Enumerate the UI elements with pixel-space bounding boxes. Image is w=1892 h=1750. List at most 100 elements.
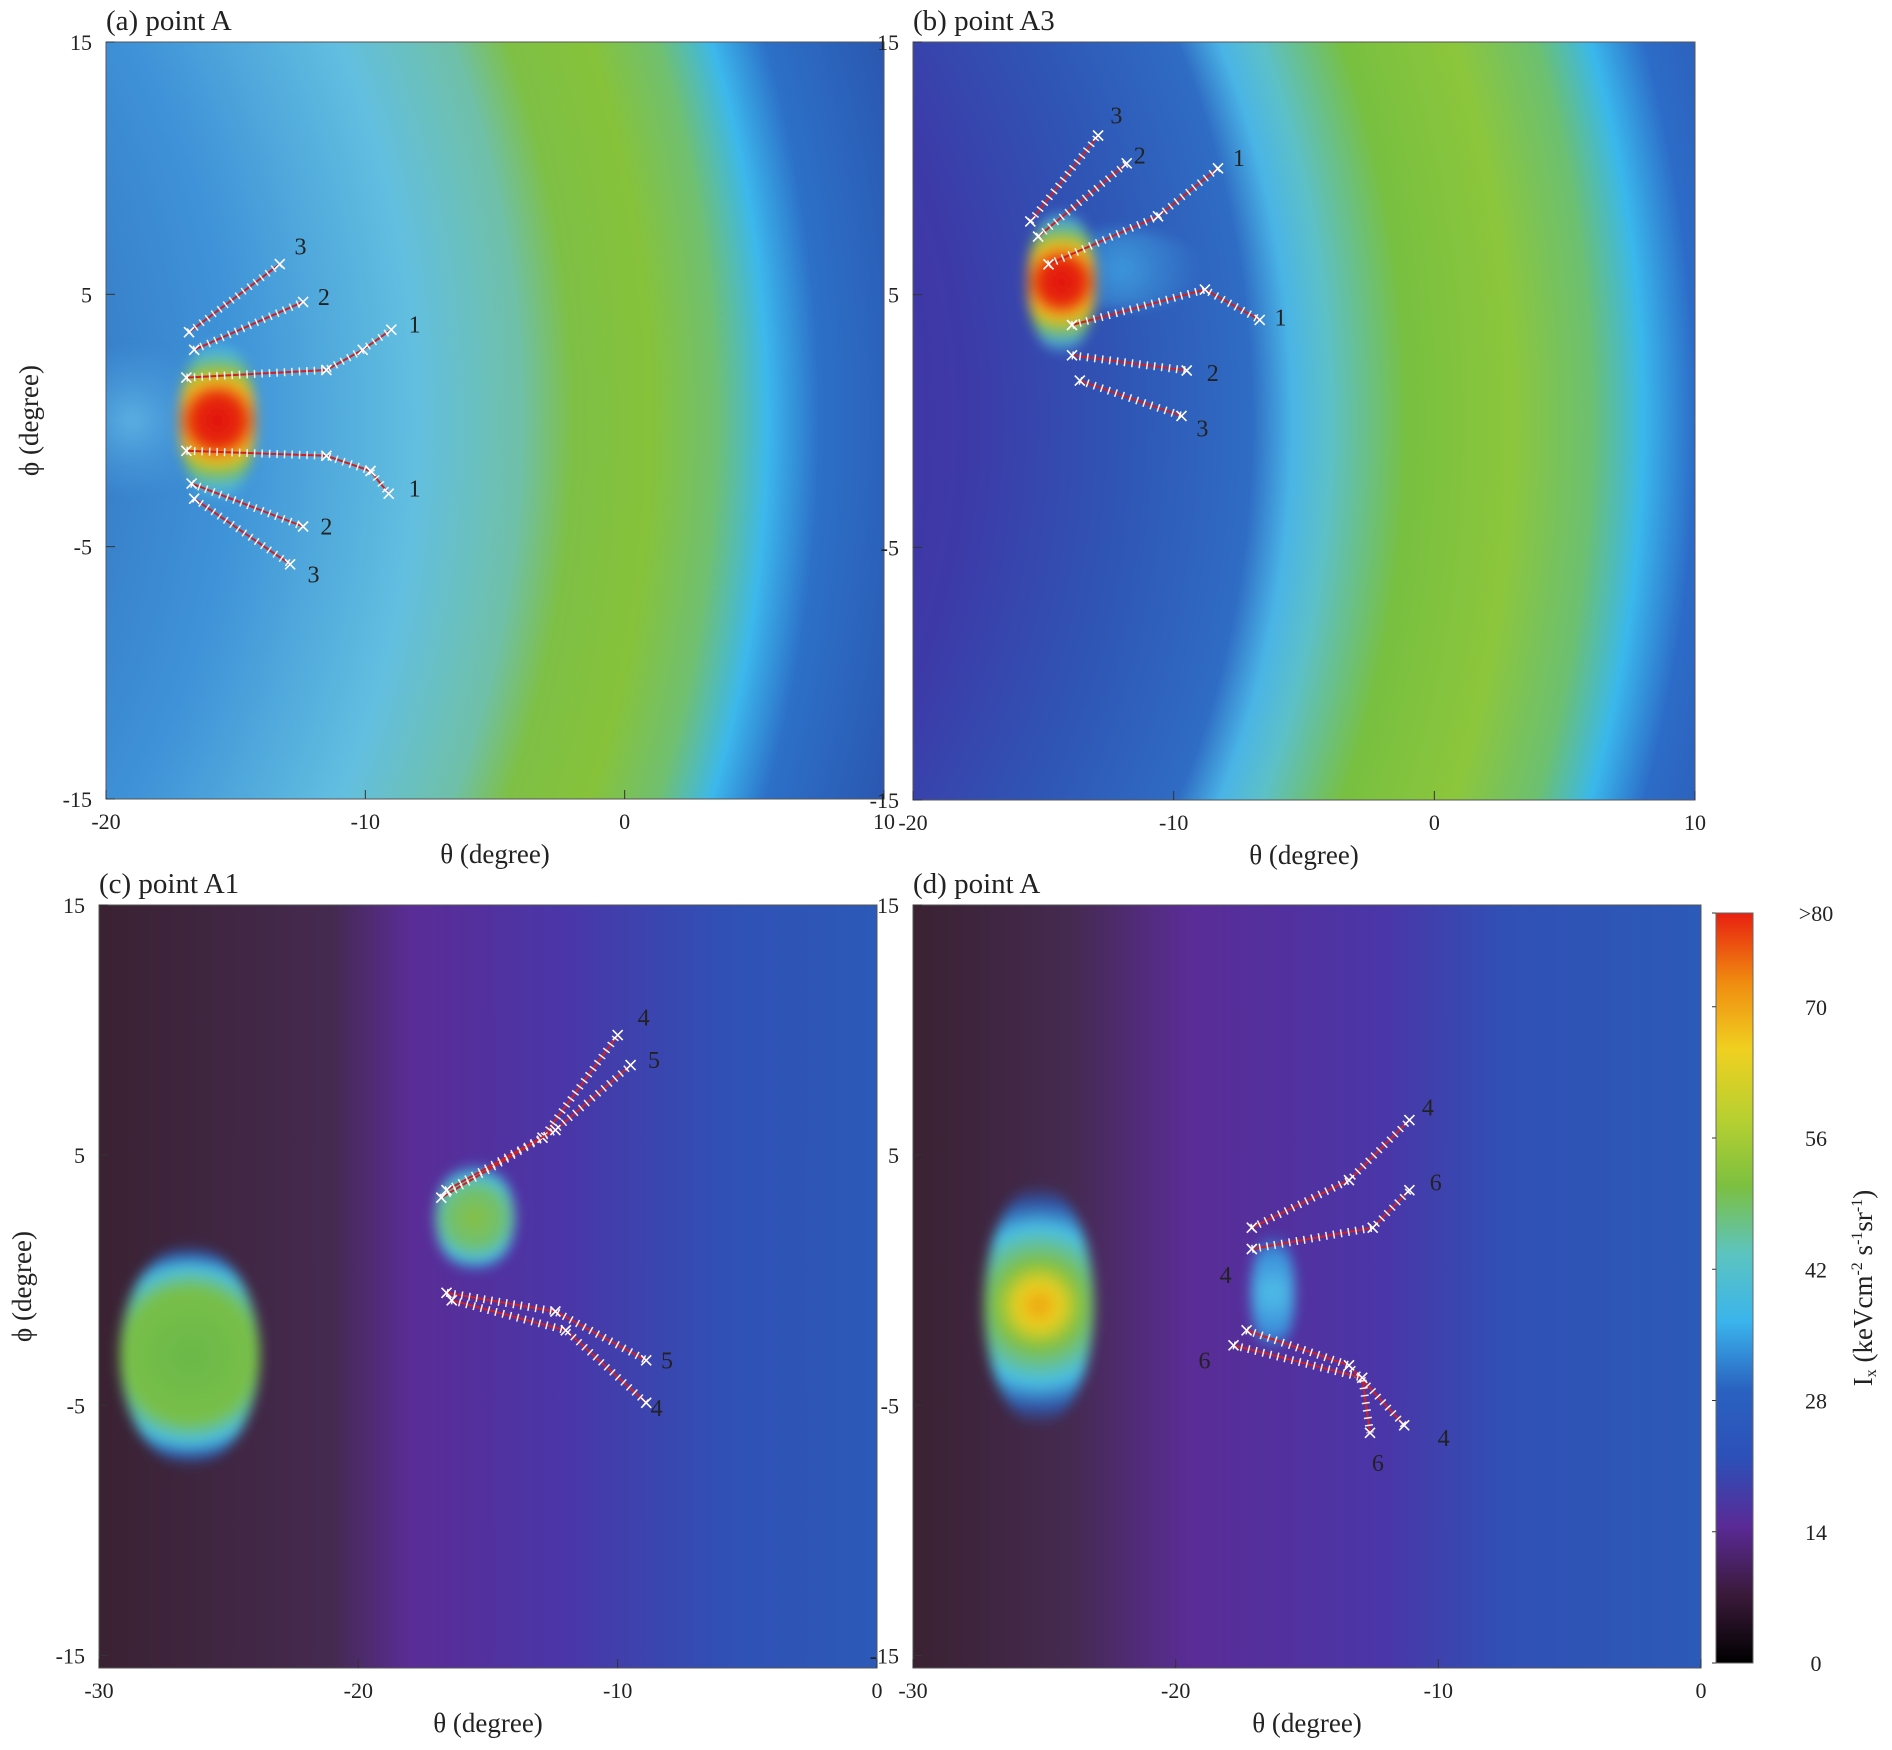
x-axis-label: θ (degree)	[1252, 1708, 1362, 1738]
colorbar-tick-label: >80	[1799, 901, 1833, 926]
y-tick-label: -15	[63, 787, 92, 812]
colorbar	[1715, 912, 1754, 1664]
trajectory-label: 3	[1196, 417, 1208, 443]
trajectory-label: 2	[318, 285, 330, 311]
x-axis-label: θ (degree)	[440, 839, 550, 869]
y-tick-label: 5	[81, 282, 92, 307]
trajectory-label: 1	[1233, 146, 1245, 172]
trajectory	[188, 493, 296, 570]
trajectory	[1066, 284, 1266, 331]
x-tick-label: -10	[603, 1678, 632, 1703]
trajectory-label: 2	[1207, 361, 1219, 387]
colorbar-label-part: x	[1863, 1369, 1880, 1377]
colorbar-label-part: -1	[1849, 1199, 1866, 1212]
trajectory	[1066, 349, 1193, 377]
y-tick-label: 5	[888, 283, 899, 308]
x-tick-label: -30	[84, 1678, 113, 1703]
trajectory	[1042, 162, 1224, 270]
trajectory-label: 6	[1430, 1171, 1442, 1197]
panel-title: (c) point A1	[99, 868, 239, 900]
x-tick-label: -20	[1161, 1678, 1190, 1703]
x-axis-label: θ (degree)	[1249, 840, 1359, 870]
trajectory-label: 4	[1220, 1263, 1232, 1289]
trajectory	[1227, 1339, 1376, 1439]
plot-frame	[105, 41, 885, 800]
heatmap-field	[913, 42, 1695, 800]
x-tick-label: -10	[351, 809, 380, 834]
trajectory-label: 4	[638, 1006, 650, 1032]
trajectory	[1066, 284, 1266, 331]
x-tick-label: 10	[1684, 810, 1706, 835]
y-tick-label: -15	[870, 1643, 899, 1668]
x-tick-label: 0	[1696, 1678, 1707, 1703]
y-tick-label: 15	[63, 893, 85, 918]
trajectory-label: 3	[295, 234, 307, 260]
colorbar-label-part: (keVcm	[1848, 1276, 1878, 1370]
plot-frame	[912, 904, 1702, 1669]
y-tick-label: 5	[74, 1143, 85, 1168]
x-axis-label: θ (degree)	[433, 1708, 543, 1738]
y-tick-label: 15	[70, 30, 92, 55]
trajectory-label: 5	[661, 1348, 673, 1374]
plot-frame	[912, 41, 1696, 801]
trajectory-label: 6	[1199, 1348, 1211, 1374]
x-tick-label: -20	[91, 809, 120, 834]
trajectory-label: 5	[648, 1048, 660, 1074]
colorbar-tick-label: 0	[1811, 1651, 1822, 1676]
colorbar-tick-label: 70	[1805, 995, 1827, 1020]
panel-title: (a) point A	[106, 5, 232, 37]
y-tick-label: 5	[888, 1143, 899, 1168]
y-tick-label: -5	[881, 535, 899, 560]
colorbar-label-part: -1	[1849, 1232, 1866, 1245]
trajectory	[1074, 375, 1188, 422]
colorbar-tick-label: 28	[1805, 1389, 1827, 1414]
trajectory	[180, 324, 397, 384]
trajectory-label: 1	[409, 477, 421, 503]
trajectory-label: 6	[1372, 1451, 1384, 1477]
plot-frame	[98, 904, 878, 1669]
trajectory-label: 1	[1275, 305, 1287, 331]
y-axis-label: ϕ (degree)	[14, 365, 44, 476]
trajectory	[440, 1059, 637, 1196]
y-tick-label: -15	[870, 788, 899, 813]
x-tick-label: 0	[1429, 810, 1440, 835]
y-tick-label: -15	[56, 1643, 85, 1668]
x-tick-label: -20	[898, 810, 927, 835]
y-tick-label: 15	[877, 893, 899, 918]
colorbar-label-part: -2	[1849, 1262, 1866, 1275]
trajectory-label: 4	[1422, 1096, 1434, 1122]
panel-title: (d) point A	[913, 868, 1040, 900]
colorbar-label-part: )	[1848, 1190, 1878, 1199]
colorbar-label-part: sr	[1848, 1212, 1878, 1232]
trajectory-label: 3	[307, 562, 319, 588]
y-tick-label: 15	[877, 30, 899, 55]
trajectory	[1246, 1184, 1415, 1255]
trajectory	[446, 1294, 652, 1409]
colorbar-tick-label: 56	[1805, 1126, 1827, 1151]
y-tick-label: -5	[67, 1393, 85, 1418]
panel-title: (b) point A3	[913, 5, 1055, 37]
x-tick-label: -20	[344, 1678, 373, 1703]
colorbar-label-part: I	[1848, 1377, 1878, 1386]
colorbar-tick-label: 14	[1805, 1520, 1827, 1545]
x-tick-label: -10	[1159, 810, 1188, 835]
y-axis-label: ϕ (degree)	[7, 1231, 37, 1342]
trajectory	[180, 445, 395, 500]
y-tick-label: -5	[881, 1393, 899, 1418]
heatmap-field	[106, 42, 884, 799]
heatmap-field	[99, 905, 877, 1668]
colorbar-tick-label: 42	[1805, 1257, 1827, 1282]
colorbar-label-part: s	[1848, 1245, 1878, 1262]
trajectory-label: 1	[409, 313, 421, 339]
trajectory	[1074, 375, 1188, 422]
x-tick-label: 0	[872, 1678, 883, 1703]
trajectory-label: 2	[320, 514, 332, 540]
trajectory-label: 2	[1134, 144, 1146, 170]
x-tick-label: -30	[898, 1678, 927, 1703]
heatmap-field	[913, 905, 1701, 1668]
x-tick-label: 0	[619, 809, 630, 834]
y-tick-label: -5	[74, 535, 92, 560]
trajectory	[1246, 1184, 1415, 1255]
trajectory-label: 3	[1110, 103, 1122, 129]
